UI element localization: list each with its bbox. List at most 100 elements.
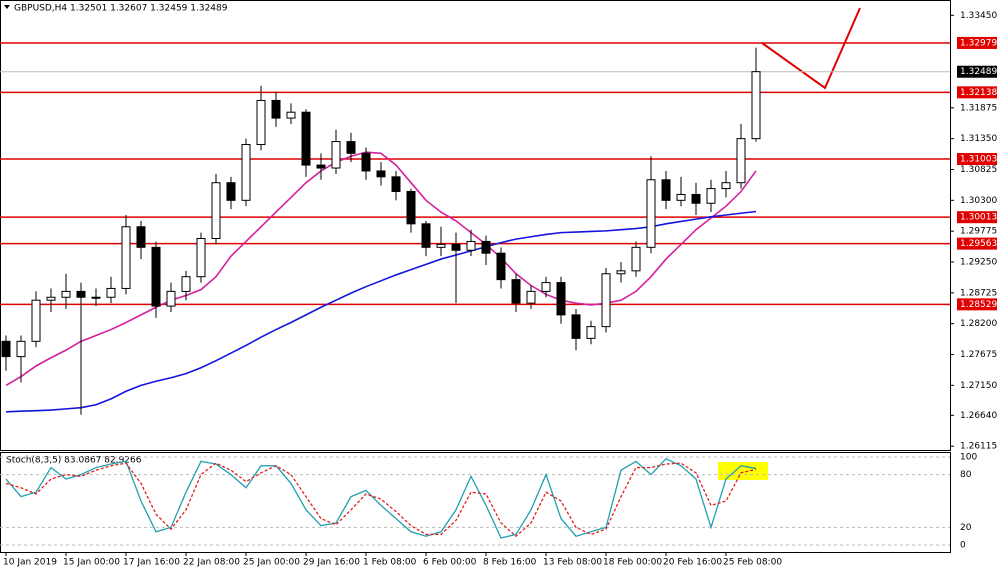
candle-body	[391, 176, 401, 193]
y-tick-label: 1.29775	[960, 227, 997, 237]
candle-body	[76, 290, 86, 298]
x-tick-label: 17 Jan 16:00	[123, 558, 180, 568]
candle-body	[331, 141, 341, 169]
x-tick-label: 1 Feb 08:00	[363, 558, 417, 568]
drawn-arrow	[761, 7, 861, 90]
x-tick-label: 25 Jan 00:00	[243, 558, 300, 568]
y-tick-label: 1.30825	[960, 165, 997, 175]
candle-body	[346, 141, 356, 154]
candle-body	[316, 164, 326, 169]
y-tick-label: 1.31875	[960, 103, 997, 113]
candle-body	[616, 270, 626, 275]
candle-body	[556, 282, 566, 316]
candle-body	[376, 170, 386, 178]
osc-tick-label: 20	[960, 523, 972, 533]
oscillator-panel-frame	[0, 452, 951, 553]
osc-tick-label: 0	[960, 541, 966, 551]
candle-body	[496, 252, 506, 281]
candle-body	[751, 71, 761, 140]
symbol-info: GBPUSD,H4 1.32501 1.32607 1.32459 1.3248…	[14, 4, 228, 14]
highlight-box	[718, 462, 768, 480]
candle-body	[706, 188, 716, 204]
level-label: 1.29563	[960, 239, 997, 249]
y-tick-label: 1.33450	[960, 11, 997, 21]
osc-tick-label: 100	[960, 453, 977, 463]
y-tick-label: 1.27150	[960, 381, 997, 391]
candle-body	[31, 299, 41, 342]
candle-body	[271, 99, 281, 119]
candle-body	[571, 314, 581, 339]
y-tick-label: 1.29250	[960, 258, 997, 268]
candle-body	[511, 279, 521, 304]
candle-body	[16, 340, 26, 358]
candle-body	[526, 290, 536, 304]
x-tick-label: 22 Jan 08:00	[183, 558, 240, 568]
y-tick-label: 1.28725	[960, 288, 997, 298]
level-label: 1.31003	[960, 155, 997, 165]
candle-body	[586, 326, 596, 339]
candle-body	[226, 182, 236, 201]
oscillator-title: Stoch(8,3,5) 83.0867 82.9266	[6, 456, 142, 466]
candle-body	[121, 226, 131, 289]
candle-body	[451, 243, 461, 251]
last-price-box	[957, 65, 997, 78]
candle-body	[151, 246, 161, 307]
candle-body	[601, 273, 611, 328]
y-tick-label: 1.31350	[960, 134, 997, 144]
candle-body	[181, 276, 191, 292]
candle-body	[691, 193, 701, 204]
osc-tick-label: 80	[960, 470, 972, 480]
candle-body	[46, 296, 56, 301]
level-label: 1.28529	[960, 300, 997, 310]
candle-body	[256, 99, 266, 146]
candle-body	[466, 240, 476, 251]
candle-body	[631, 246, 641, 272]
moving-average	[5, 210, 757, 413]
x-tick-label: 15 Jan 00:00	[63, 558, 120, 568]
candle-body	[406, 191, 416, 225]
candle-body	[196, 238, 206, 278]
candle-body	[736, 138, 746, 184]
y-tick-label: 1.26115	[960, 442, 997, 452]
last-price-label: 1.32489	[960, 67, 997, 77]
dropdown-icon	[4, 5, 10, 9]
x-tick-label: 18 Feb 00:00	[603, 558, 662, 568]
level-label-box	[957, 211, 997, 224]
level-label-box	[957, 153, 997, 166]
candle-body	[541, 282, 551, 292]
candle-body	[421, 223, 431, 248]
candle-body	[136, 226, 146, 248]
candle-body	[661, 179, 671, 201]
moving-average	[5, 151, 757, 387]
candle-body	[361, 152, 371, 172]
x-tick-label: 25 Feb 08:00	[723, 558, 782, 568]
candle-body	[166, 290, 176, 307]
candle-body	[61, 290, 71, 298]
y-tick-label: 1.28200	[960, 319, 997, 329]
level-label: 1.32979	[960, 38, 997, 48]
level-label-box	[957, 86, 997, 99]
y-tick-label: 1.27675	[960, 350, 997, 360]
x-tick-label: 8 Feb 16:00	[483, 558, 537, 568]
y-tick-label: 1.26640	[960, 411, 997, 421]
level-label-box	[957, 298, 997, 311]
oscillator-line	[5, 462, 757, 538]
candle-body	[106, 287, 116, 298]
level-label: 1.30013	[960, 213, 997, 223]
candle-body	[301, 111, 311, 166]
candle-body	[481, 240, 491, 254]
candle-body	[91, 296, 101, 299]
level-label: 1.32138	[960, 88, 997, 98]
x-tick-label: 6 Feb 00:00	[423, 558, 477, 568]
candle-body	[1, 340, 11, 358]
x-tick-label: 29 Jan 16:00	[303, 558, 360, 568]
candle-body	[646, 179, 656, 248]
x-tick-label: 13 Feb 08:00	[543, 558, 602, 568]
main-panel-frame	[0, 0, 951, 451]
candle-body	[676, 193, 686, 201]
x-tick-label: 10 Jan 2019	[3, 558, 57, 568]
candle-body	[241, 144, 251, 201]
oscillator-line	[5, 457, 757, 539]
